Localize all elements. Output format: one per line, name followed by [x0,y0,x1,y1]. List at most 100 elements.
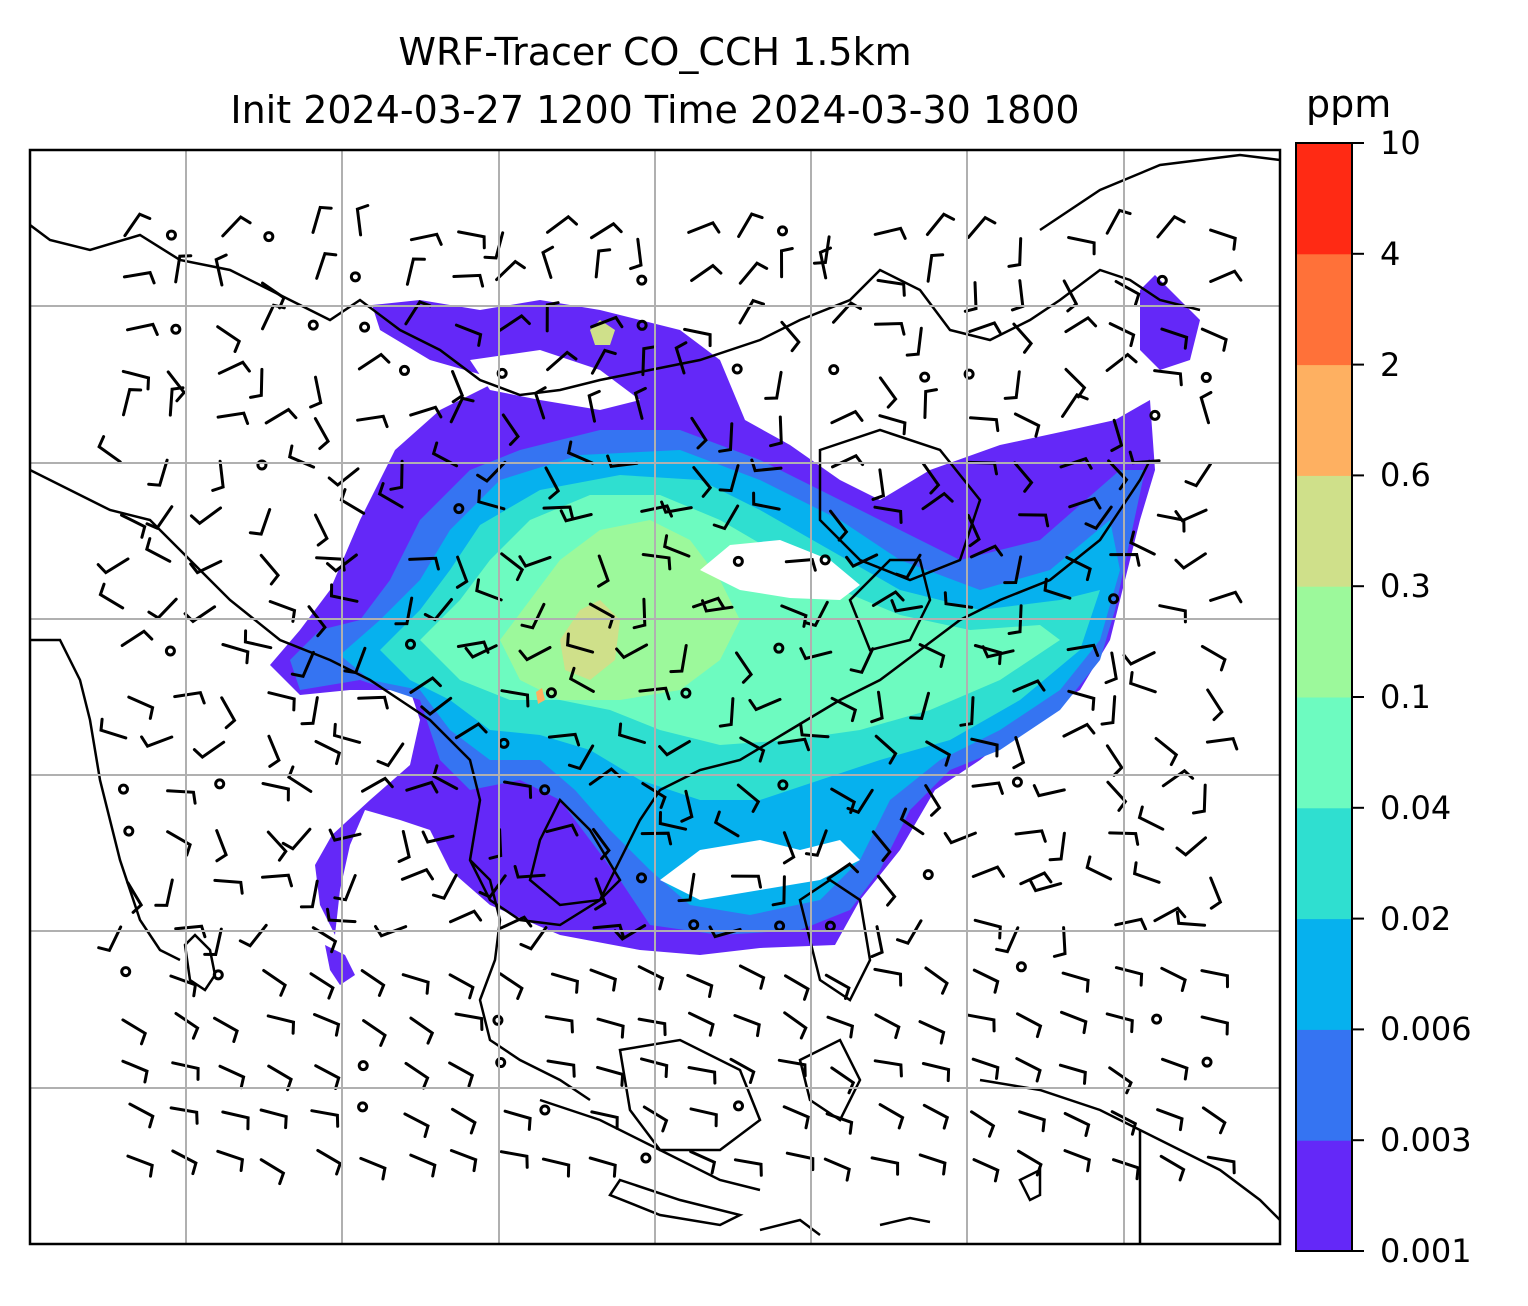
wind-barb [783,1011,808,1040]
wind-barb [779,247,794,279]
wind-barb [663,534,691,558]
chart-title-line-1: WRF-Tracer CO_CCH 1.5km [398,30,912,74]
wind-barb [189,559,223,575]
wind-barb [873,1059,903,1078]
wind-barb [588,1156,617,1178]
wind-barb [448,1061,475,1088]
wind-barb [1160,327,1189,350]
wind-barb [826,1015,855,1039]
wind-barb [499,915,533,930]
coastline [608,1178,744,1227]
wind-barb [784,974,810,1001]
calm-wind-marker [773,642,785,654]
wind-barb [327,467,360,487]
wind-barb [870,925,884,958]
wind-barb [166,370,187,403]
wind-barb [120,513,147,539]
wind-barb [261,782,290,802]
wind-barb [1019,871,1053,886]
wind-barb [266,830,288,862]
wind-barb [873,226,907,240]
wind-barb [1201,1106,1227,1135]
clean-air-gap [470,350,640,410]
wind-barb [1063,1112,1091,1137]
tracer-band-0.001 [325,945,355,985]
wind-barb [189,506,222,526]
wind-barb [966,215,997,239]
wind-barb [737,212,764,238]
wind-barb [718,422,734,453]
tracer-band-0.6 [536,688,545,704]
wind-barb [748,697,782,712]
wind-barb [547,732,581,747]
wind-barb [1062,722,1096,738]
wind-barb [145,537,172,563]
wind-barb [449,396,475,424]
wind-barb [680,789,694,823]
wind-barb [544,1015,574,1034]
wind-barb [1153,906,1187,923]
wind-barb [1107,459,1129,491]
calm-wind-marker [398,364,410,376]
calm-wind-marker [640,1152,652,1164]
wind-barb [1061,971,1090,993]
wind-barb [174,254,193,284]
wind-barb [633,386,647,420]
wind-barb [1209,269,1243,283]
calm-wind-marker [828,364,840,376]
wind-barb [596,1017,625,1039]
wind-barb [464,644,498,659]
wind-barb [1067,236,1096,256]
gridlines [30,150,1280,1244]
wind-barb [909,691,930,720]
wind-barb [871,590,905,607]
wind-barb [1108,1066,1133,1095]
wind-barb [243,629,273,650]
wind-barb [559,509,593,523]
wind-barb [597,554,610,588]
chart-title-line-2: Init 2024-03-27 1200 Time 2024-03-30 180… [230,88,1080,132]
wind-barb [1156,1108,1184,1132]
wind-barb [874,1013,901,1040]
wind-barb [617,722,646,744]
calm-wind-marker [1151,1013,1163,1025]
wind-barb [690,416,708,450]
wind-barb [658,740,691,757]
wind-barb [454,1012,484,1031]
calm-wind-marker [165,229,177,241]
wind-barb [403,1112,430,1138]
wind-barb [1052,926,1067,958]
wind-barb [261,303,286,331]
wind-barb [596,1065,625,1087]
coastline [1018,1167,1042,1202]
wind-barb [546,214,578,234]
colorbar-tick-label: 0.003 [1380,1121,1472,1160]
calm-wind-marker [212,969,224,981]
wind-barb [1100,695,1117,726]
wind-barb [1174,552,1207,570]
wind-barb [357,352,391,371]
calm-wind-marker [453,503,465,515]
wind-barb [606,454,639,469]
wind-barb [121,369,151,391]
wind-barb [895,553,922,580]
wind-barb [259,553,281,586]
calm-wind-marker [214,778,226,790]
wind-barb [812,235,831,265]
calm-wind-marker [922,869,934,881]
wind-barb [409,1153,437,1178]
wind-barb [268,600,297,623]
wind-barb [431,873,458,900]
wind-barb [823,1157,851,1182]
wind-barb [782,831,796,865]
wind-barb [171,1149,198,1176]
wind-barb [637,1017,667,1037]
wind-barb [542,505,574,520]
wind-barb [360,969,386,997]
wind-barb [878,1103,905,1130]
wind-barb [192,740,226,760]
wind-barb [483,231,505,260]
wind-barb [969,544,1004,559]
wind-barb [925,740,952,767]
wind-barb [921,1062,951,1083]
